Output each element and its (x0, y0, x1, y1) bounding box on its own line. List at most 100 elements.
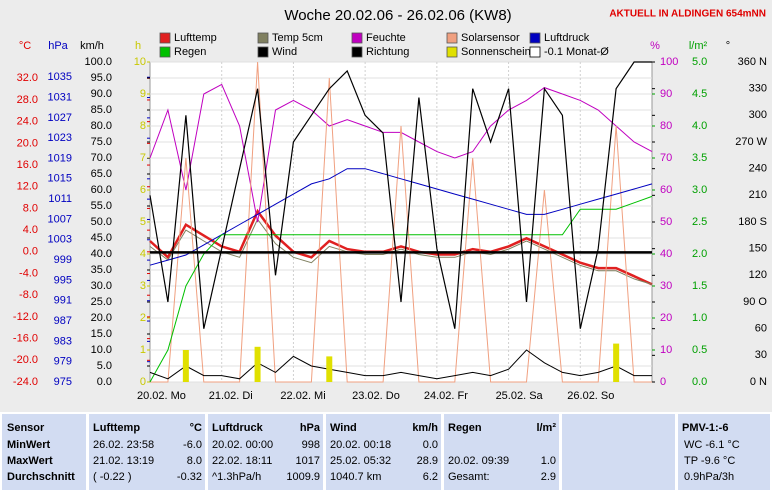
y-tick-label: 6 (140, 184, 146, 196)
y-tick-label: 4.5 (692, 88, 707, 100)
y-tick-label: 40.0 (91, 248, 112, 260)
y-tick-label: 999 (54, 254, 72, 266)
row-label: MaxWert (7, 455, 53, 467)
legend-swatch (529, 46, 541, 58)
legend-swatch (159, 46, 171, 58)
table-header-unit: °C (190, 422, 202, 434)
y-tick-label: 30 (755, 349, 767, 361)
legend-label: Feuchte (366, 32, 406, 44)
legend-swatch (351, 46, 363, 58)
y-tick-label: 983 (54, 335, 72, 347)
y-tick-label: 25.0 (91, 296, 112, 308)
table-cell-text: 1017 (296, 455, 320, 467)
sunshine-bar (182, 350, 189, 382)
legend-swatch (351, 32, 363, 44)
y-tick-label: 7 (140, 152, 146, 164)
chart-title: Woche 20.02.06 - 26.02.06 (KW8) (284, 7, 511, 24)
y-tick-label: 80 (660, 120, 672, 132)
y-tick-label: 95.0 (91, 72, 112, 84)
legend-label: Wind (272, 46, 297, 58)
table-cell (444, 414, 559, 490)
table-cell-text: 25.02. 05:32 (330, 455, 391, 467)
y-tick-label: 55.0 (91, 200, 112, 212)
y-tick-label: -20.0 (13, 354, 38, 366)
y-tick-label: 1027 (48, 112, 72, 124)
table-cell-text: -0.32 (177, 471, 202, 483)
series-line (149, 168, 653, 266)
y-tick-label: 975 (54, 376, 72, 388)
y-tick-label: 65.0 (91, 168, 112, 180)
y-tick-label: 0 (140, 376, 146, 388)
y-tick-label: 1.0 (692, 312, 707, 324)
axis-unit-label: km/h (80, 40, 104, 52)
y-tick-label: 0.5 (692, 344, 707, 356)
legend-label: Richtung (366, 46, 409, 58)
y-tick-label: 1015 (48, 173, 72, 185)
y-tick-label: 24.0 (17, 116, 38, 128)
table-header: Regen (448, 422, 482, 434)
y-tick-label: -16.0 (13, 333, 38, 345)
y-tick-label: 270 W (735, 136, 767, 148)
y-tick-label: 75.0 (91, 136, 112, 148)
table-cell (326, 414, 441, 490)
y-tick-label: 8 (140, 120, 146, 132)
table-cell-text: 26.02. 23:58 (93, 439, 154, 451)
y-tick-label: 50.0 (91, 216, 112, 228)
y-tick-label: 100 (660, 56, 678, 68)
y-tick-label: 16.0 (17, 159, 38, 171)
table-cell-text: 21.02. 13:19 (93, 455, 154, 467)
table-cell-text: 8.0 (187, 455, 202, 467)
table-cell-text: 28.9 (417, 455, 438, 467)
legend-swatch (446, 32, 458, 44)
y-tick-label: 995 (54, 274, 72, 286)
table-cell-text: -6.0 (183, 439, 202, 451)
table-cell-text: 22.02. 18:11 (212, 455, 272, 467)
legend-label: Temp 5cm (272, 32, 323, 44)
series-line (149, 195, 653, 383)
y-tick-label: 40 (660, 248, 672, 260)
y-tick-label: 2.5 (692, 216, 707, 228)
x-tick-label: 23.02. Do (352, 390, 400, 402)
y-tick-label: 10.0 (91, 344, 112, 356)
y-tick-label: 60 (755, 323, 767, 335)
pmv-line: TP -9.6 °C (684, 455, 735, 467)
table-cell-text: 2.9 (541, 471, 556, 483)
pmv-line: 0.9hPa/3h (684, 471, 734, 483)
table-cell (678, 414, 770, 490)
table-cell-text: Gesamt: (448, 471, 490, 483)
series-line (150, 61, 652, 383)
legend-swatch (446, 46, 458, 58)
y-tick-label: 1 (140, 344, 146, 356)
y-tick-label: 32.0 (17, 72, 38, 84)
legend-swatch (257, 46, 269, 58)
table-cell-text: 998 (302, 439, 320, 451)
table-header-unit: km/h (412, 422, 438, 434)
axis-unit-label: hPa (48, 40, 68, 52)
y-tick-label: 210 (749, 189, 767, 201)
y-tick-label: -8.0 (19, 289, 38, 301)
table-cell (208, 414, 323, 490)
legend-swatch (159, 32, 171, 44)
legend-label: Luftdruck (544, 32, 590, 44)
y-tick-label: 360 N (738, 56, 767, 68)
x-tick-label: 20.02. Mo (137, 390, 186, 402)
series-line (149, 218, 653, 285)
y-tick-label: 20.0 (17, 137, 38, 149)
axis-unit-label: ° (726, 40, 730, 52)
y-tick-label: 9 (140, 88, 146, 100)
y-tick-label: 30.0 (91, 280, 112, 292)
y-tick-label: 1007 (48, 213, 72, 225)
sunshine-bar (613, 343, 620, 382)
y-tick-label: 979 (54, 356, 72, 368)
y-tick-label: 28.0 (17, 94, 38, 106)
y-tick-label: 4.0 (23, 224, 38, 236)
y-tick-label: 70.0 (91, 152, 112, 164)
table-header: Wind (330, 422, 357, 434)
y-tick-label: 90 (660, 88, 672, 100)
series-line (149, 349, 652, 380)
table-header-unit: hPa (300, 422, 321, 434)
table-cell-text: ( -0.22 ) (93, 471, 132, 483)
axis-unit-label: h (135, 40, 141, 52)
legend-label: Solarsensor (461, 32, 520, 44)
